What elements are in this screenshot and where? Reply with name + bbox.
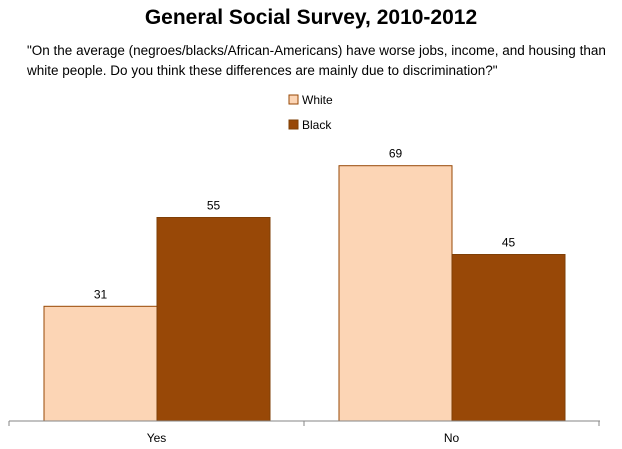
bar-white-no: [338, 165, 453, 422]
data-label-white-yes: 31: [94, 287, 108, 301]
legend-swatch-white: [288, 94, 299, 105]
legend: White Black: [288, 93, 333, 132]
legend-label-white: White: [302, 93, 333, 107]
legend-swatch-black: [288, 119, 299, 130]
bar-black-yes: [156, 217, 271, 422]
bar-black-no: [451, 254, 566, 422]
data-label-black-yes: 55: [207, 199, 221, 213]
x-tick-label-yes: Yes: [147, 431, 167, 445]
x-tick-labels: Yes No: [147, 431, 460, 445]
data-labels-group: 31 55 69 45: [94, 147, 516, 302]
bar-white-yes: [43, 305, 158, 422]
legend-label-black: Black: [302, 118, 332, 132]
x-tick-label-no: No: [444, 431, 460, 445]
chart-title: General Social Survey, 2010-2012: [144, 6, 478, 29]
data-label-white-no: 69: [389, 147, 403, 161]
chart-subtitle: "On the average (negroes/blacks/African-…: [27, 43, 606, 78]
data-label-black-no: 45: [502, 236, 516, 250]
bars-group: [43, 165, 566, 422]
